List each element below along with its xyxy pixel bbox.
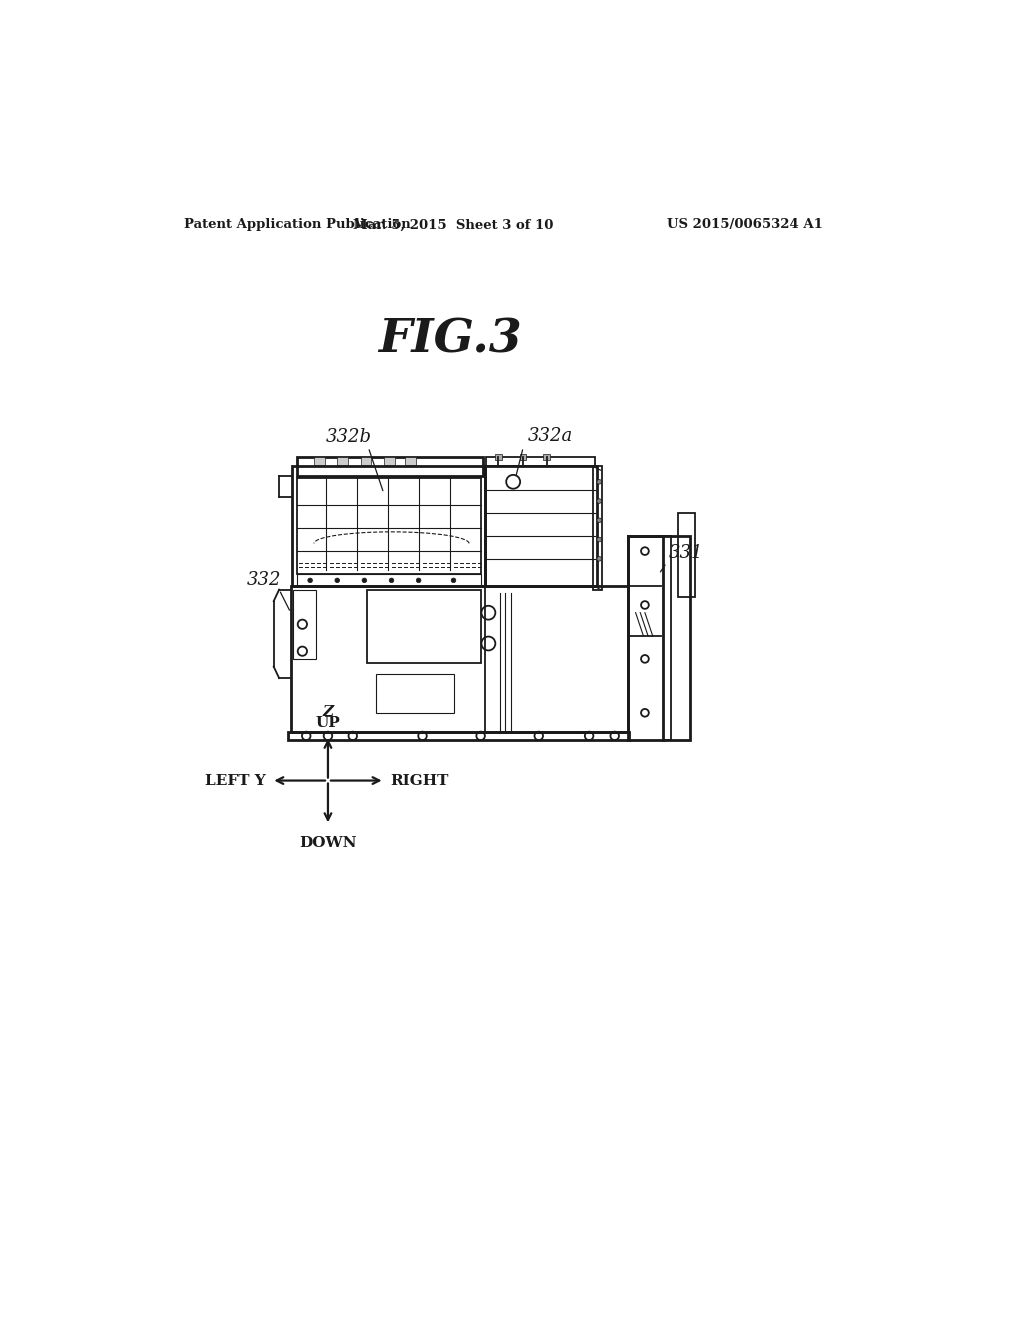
Bar (406, 457, 417, 465)
Text: LEFT Y: LEFT Y (205, 774, 266, 788)
Bar (484, 466, 597, 586)
Circle shape (452, 578, 456, 582)
Bar (628, 536, 690, 739)
Text: Mar. 5, 2015  Sheet 3 of 10: Mar. 5, 2015 Sheet 3 of 10 (353, 218, 554, 231)
Text: 332a: 332a (527, 426, 573, 445)
Bar (314, 457, 325, 465)
Circle shape (362, 578, 367, 582)
Text: US 2015/0065324 A1: US 2015/0065324 A1 (667, 218, 822, 231)
Circle shape (417, 578, 421, 582)
Bar (376, 675, 454, 713)
Bar (291, 586, 628, 733)
Bar (337, 457, 348, 465)
Bar (678, 512, 695, 598)
Circle shape (308, 578, 312, 582)
Text: 332: 332 (247, 570, 281, 589)
Text: DOWN: DOWN (299, 836, 356, 850)
Text: 332b: 332b (326, 428, 372, 446)
Bar (544, 454, 550, 461)
Bar (297, 574, 481, 586)
Circle shape (597, 537, 601, 543)
Text: Patent Application Publication: Patent Application Publication (183, 218, 411, 231)
Circle shape (597, 517, 601, 523)
Bar (384, 457, 394, 465)
Bar (360, 457, 372, 465)
Bar (289, 733, 630, 739)
Text: FIG.3: FIG.3 (378, 317, 521, 363)
Circle shape (389, 578, 394, 582)
Bar (293, 590, 316, 659)
Bar (520, 454, 526, 461)
Circle shape (597, 499, 601, 503)
Bar (367, 590, 481, 663)
Bar (297, 478, 481, 574)
Circle shape (597, 557, 601, 561)
Text: Z: Z (323, 705, 334, 719)
Circle shape (597, 479, 601, 484)
Bar (292, 466, 484, 586)
Bar (486, 457, 595, 466)
Text: RIGHT: RIGHT (390, 774, 449, 788)
Text: UP: UP (315, 715, 340, 730)
Text: 331: 331 (669, 544, 703, 561)
Circle shape (335, 578, 340, 582)
Bar (496, 454, 502, 461)
Bar (593, 466, 602, 590)
